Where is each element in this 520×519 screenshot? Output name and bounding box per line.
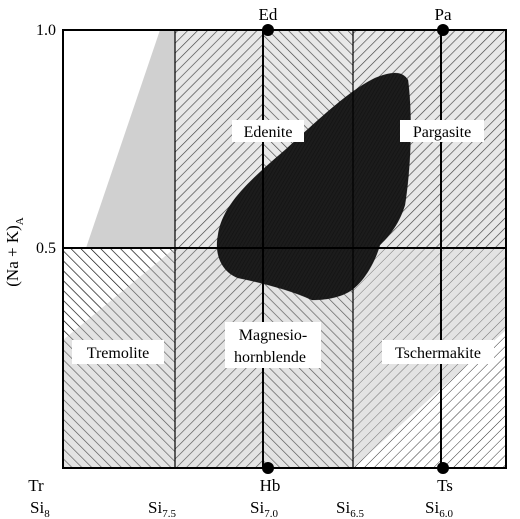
ts-label: Ts (437, 476, 453, 495)
pa-label: Pa (435, 5, 452, 24)
y-axis-title: (Na + K)A (3, 217, 26, 287)
plot-frame (62, 29, 507, 469)
field-tschermakite: Tschermakite (395, 345, 481, 362)
hb-point (262, 462, 274, 474)
field-magnesio-line2: hornblende (234, 349, 306, 366)
svg-text:(Na + K)A: (Na + K)A (3, 217, 26, 287)
si-7.0-label: Si7.0 (250, 498, 278, 519)
dark-field-texture (216, 72, 411, 301)
ts-point (437, 462, 449, 474)
si-6.5-label: Si6.5 (336, 498, 364, 519)
si-7.5-label: Si7.5 (148, 498, 176, 519)
field-magnesio-line1: Magnesio- (239, 327, 307, 344)
ed-point (262, 24, 274, 36)
y-tick-0.5: 0.5 (36, 240, 56, 257)
field-tremolite: Tremolite (87, 345, 150, 362)
grid-lines (63, 30, 506, 468)
si-8-label: Si8 (30, 498, 50, 519)
tr-label: Tr (28, 476, 44, 495)
grey-band-upper (86, 30, 175, 248)
field-pargasite: Pargasite (413, 124, 471, 141)
field-edenite: Edenite (244, 124, 293, 141)
si-6.0-label: Si6.0 (425, 498, 453, 519)
ed-label: Ed (259, 5, 278, 24)
hb-label: Hb (260, 476, 281, 495)
y-tick-1.0: 1.0 (36, 22, 56, 39)
pa-point (437, 24, 449, 36)
